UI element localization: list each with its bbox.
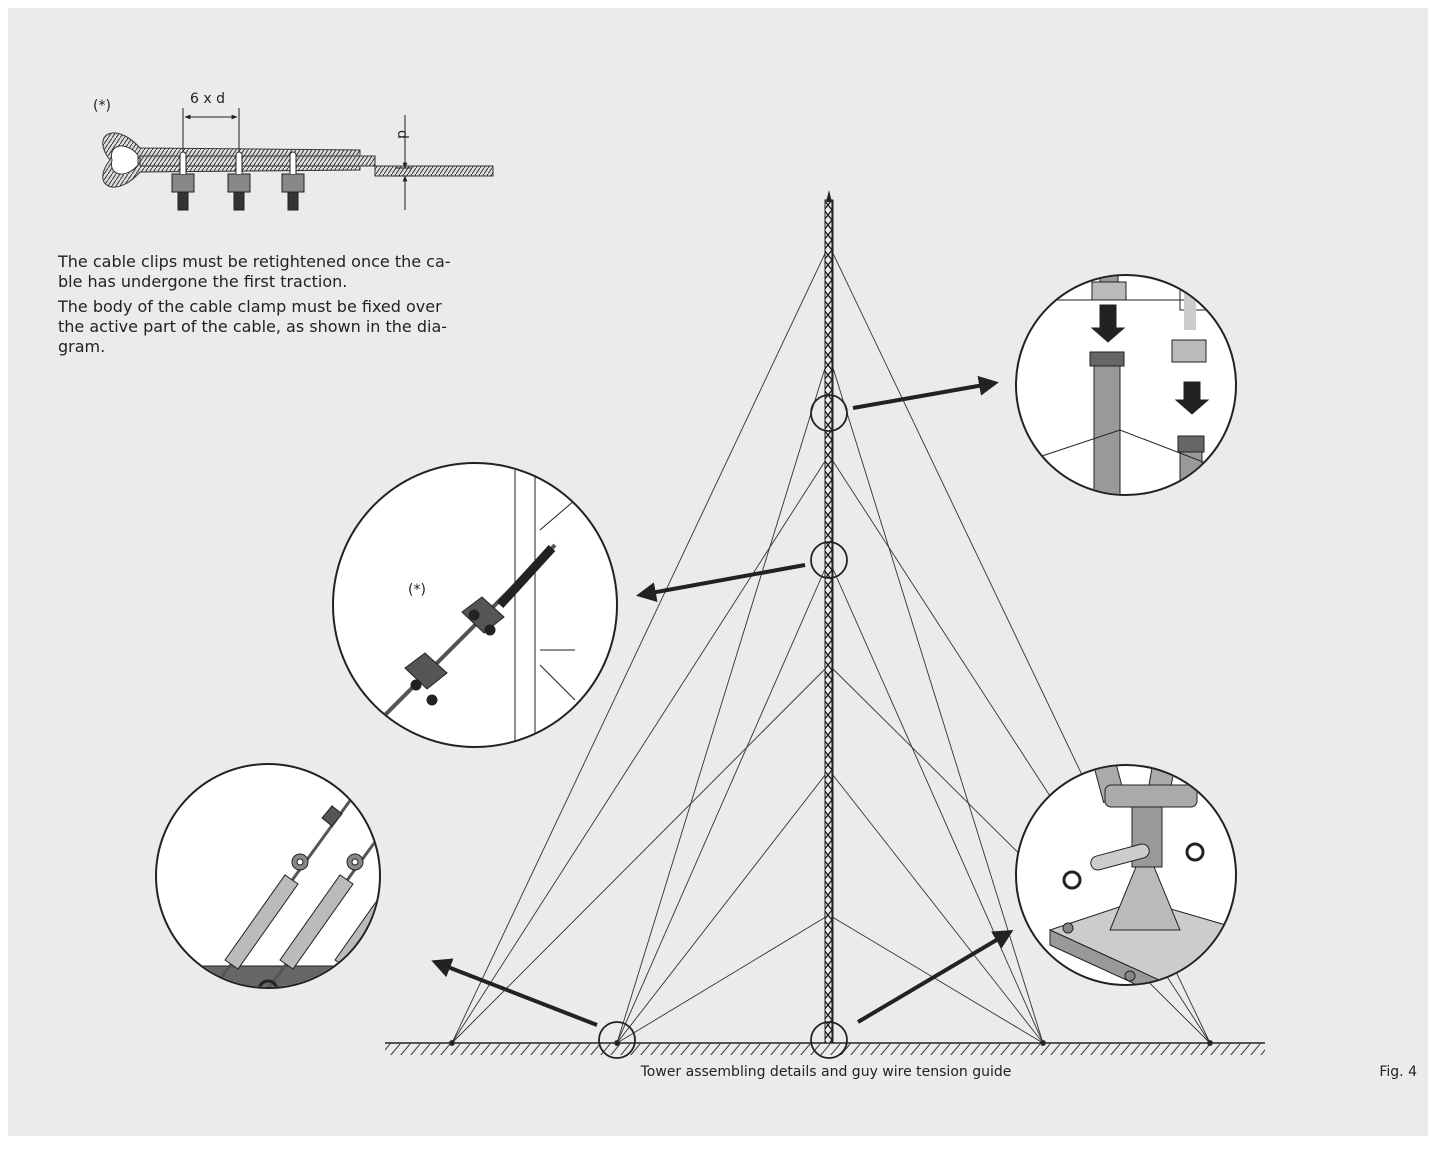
anchor bbox=[1208, 1041, 1213, 1046]
spacing-label: 6 x d bbox=[190, 91, 225, 107]
figure: (*) 6 x d d The cable clips must be reti… bbox=[0, 0, 1436, 1151]
ground-hatch bbox=[385, 1043, 1265, 1055]
clamp-note-mark: (*) bbox=[408, 582, 426, 598]
anchor bbox=[450, 1041, 455, 1046]
note-mark: (*) bbox=[93, 98, 111, 114]
anchor bbox=[615, 1041, 620, 1046]
anchor bbox=[1041, 1041, 1046, 1046]
figure-label: Fig. 4 bbox=[1379, 1064, 1417, 1080]
caption: Tower assembling details and guy wire te… bbox=[640, 1064, 1012, 1080]
diameter-label: d bbox=[394, 130, 410, 139]
instruction-line: The cable clips must be retightened once… bbox=[57, 252, 451, 271]
mast bbox=[825, 200, 833, 1043]
instruction-line: gram. bbox=[58, 337, 105, 356]
instruction-line: the active part of the cable, as shown i… bbox=[58, 317, 447, 336]
instruction-line: ble has undergone the first traction. bbox=[58, 272, 347, 291]
instruction-line: The body of the cable clamp must be fixe… bbox=[57, 297, 442, 316]
